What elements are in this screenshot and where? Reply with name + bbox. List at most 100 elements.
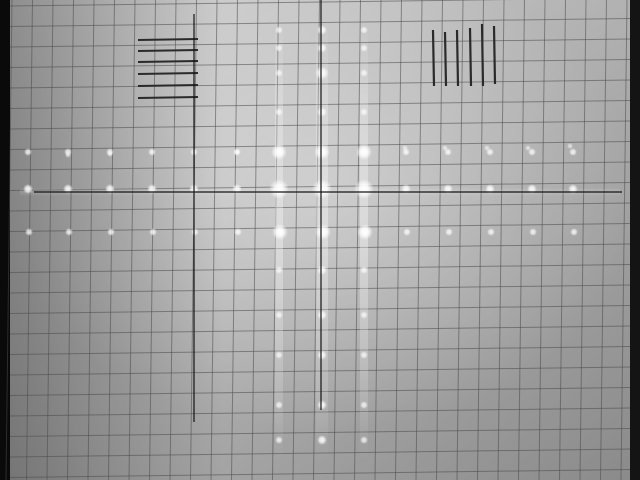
diffraction-spot bbox=[275, 69, 283, 77]
diffraction-spot bbox=[191, 228, 199, 236]
diffraction-spot bbox=[567, 143, 573, 149]
diffraction-spot bbox=[275, 26, 283, 34]
diffraction-spot bbox=[360, 69, 368, 77]
diffraction-spot bbox=[487, 228, 495, 236]
diffraction-spot bbox=[360, 108, 368, 116]
calibration-bar bbox=[137, 38, 199, 41]
diffraction-spot bbox=[360, 351, 368, 359]
diffraction-spot bbox=[360, 44, 368, 52]
diffraction-spot bbox=[360, 26, 368, 34]
grid-line-vertical bbox=[5, 0, 13, 480]
grid-line-vertical bbox=[251, 0, 259, 480]
grid-line-vertical bbox=[108, 0, 115, 480]
diffraction-spot bbox=[317, 107, 327, 117]
diffraction-spot bbox=[317, 310, 327, 320]
diffraction-spot bbox=[356, 144, 372, 160]
diffraction-spot bbox=[317, 265, 327, 275]
diffraction-spot bbox=[317, 25, 327, 35]
diffraction-spot bbox=[317, 43, 327, 53]
diffraction-spot bbox=[317, 435, 327, 445]
diffraction-spot bbox=[442, 145, 448, 151]
calibration-bar bbox=[480, 23, 485, 87]
grid-line-horizontal bbox=[9, 469, 631, 478]
diffraction-spot bbox=[569, 148, 577, 156]
diffraction-spot bbox=[275, 311, 283, 319]
calibration-bar bbox=[137, 72, 199, 75]
diffraction-spot bbox=[315, 224, 331, 240]
diffraction-spot bbox=[149, 228, 157, 236]
diffraction-spot bbox=[275, 401, 283, 409]
grid-line-vertical bbox=[26, 0, 33, 480]
grid-line-vertical bbox=[210, 0, 218, 480]
calibration-mark-horizontal bbox=[137, 38, 199, 99]
diffraction-spot bbox=[275, 351, 283, 359]
grid-line-vertical bbox=[395, 0, 402, 480]
grid-line-vertical bbox=[292, 0, 300, 480]
grid-line-vertical bbox=[231, 0, 238, 480]
diffraction-streak bbox=[316, 20, 328, 460]
diffraction-spot bbox=[314, 144, 330, 160]
diffraction-spot bbox=[317, 350, 327, 360]
diffraction-spot bbox=[25, 228, 33, 236]
grid-line-vertical bbox=[374, 0, 382, 480]
diffraction-spot bbox=[484, 145, 490, 151]
diffraction-spot bbox=[23, 184, 33, 194]
diffraction-spot bbox=[525, 145, 531, 151]
diffraction-spot bbox=[269, 179, 289, 199]
calibration-bar bbox=[137, 96, 199, 99]
grid-line-vertical bbox=[46, 0, 54, 480]
grid-line-vertical bbox=[149, 0, 156, 480]
diffraction-spot bbox=[65, 152, 71, 158]
grid-line-vertical bbox=[415, 0, 423, 480]
diffraction-spot bbox=[315, 66, 329, 80]
calibration-bar bbox=[137, 60, 199, 63]
left-border bbox=[0, 0, 10, 480]
diffraction-spot bbox=[24, 148, 32, 156]
diffraction-spot bbox=[107, 228, 115, 236]
diffraction-spot bbox=[271, 144, 287, 160]
diffraction-spot bbox=[357, 224, 373, 240]
crosshair bbox=[34, 0, 622, 422]
diffraction-spot bbox=[529, 228, 537, 236]
diffraction-spot bbox=[275, 44, 283, 52]
diffraction-spot bbox=[360, 436, 368, 444]
diffraction-spot bbox=[272, 224, 288, 240]
grid-line-vertical bbox=[518, 0, 525, 480]
grid-line-vertical bbox=[87, 0, 95, 480]
grid-line-vertical bbox=[538, 0, 546, 480]
diffraction-spot bbox=[275, 436, 283, 444]
diffraction-spot bbox=[65, 228, 73, 236]
diffraction-spot bbox=[402, 145, 408, 151]
calibration-bar bbox=[137, 49, 199, 52]
grid-line-vertical bbox=[497, 0, 505, 480]
diffraction-spot bbox=[403, 228, 411, 236]
grid-line-vertical bbox=[436, 0, 443, 480]
diffraction-spot bbox=[234, 228, 242, 236]
diffraction-spot bbox=[445, 228, 453, 236]
diffraction-streak bbox=[275, 20, 283, 460]
grid-line-vertical bbox=[333, 0, 341, 480]
diffraction-streak bbox=[360, 20, 368, 460]
calibration-bar bbox=[455, 29, 460, 87]
diffraction-spot bbox=[275, 266, 283, 274]
diffraction-spot bbox=[312, 179, 332, 199]
calibration-bar bbox=[431, 29, 436, 87]
grid-line-vertical bbox=[456, 0, 464, 480]
grid-line-horizontal bbox=[9, 0, 514, 7]
grid-line-vertical bbox=[128, 0, 136, 480]
grid-line-vertical bbox=[559, 0, 566, 480]
grid-line-vertical bbox=[354, 0, 361, 480]
right-border bbox=[630, 0, 640, 480]
diffraction-spot bbox=[234, 149, 240, 155]
diffraction-spot bbox=[148, 148, 156, 156]
calibration-bar bbox=[492, 25, 497, 85]
grid-line-vertical bbox=[169, 0, 177, 480]
diffraction-spot bbox=[360, 311, 368, 319]
calibration-bar bbox=[468, 27, 473, 87]
calibration-mark-vertical bbox=[431, 23, 497, 87]
diffraction-spot bbox=[107, 151, 113, 157]
calibration-bar bbox=[443, 31, 448, 87]
diffraction-spot bbox=[360, 401, 368, 409]
